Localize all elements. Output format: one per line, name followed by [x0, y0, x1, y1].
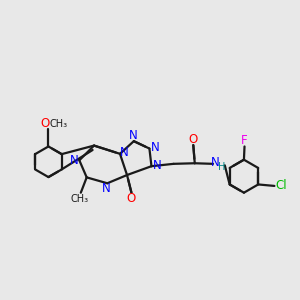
Text: N: N	[151, 141, 160, 154]
Text: Cl: Cl	[275, 179, 287, 192]
Text: N: N	[120, 146, 129, 159]
Text: O: O	[40, 117, 50, 130]
Text: H: H	[218, 162, 225, 172]
Text: N: N	[70, 154, 78, 167]
Text: O: O	[127, 192, 136, 205]
Text: N: N	[102, 182, 111, 195]
Text: N: N	[152, 159, 161, 172]
Text: F: F	[241, 134, 248, 147]
Text: CH₃: CH₃	[50, 119, 68, 129]
Text: CH₃: CH₃	[70, 194, 88, 204]
Text: N: N	[211, 156, 220, 169]
Text: N: N	[129, 129, 138, 142]
Text: O: O	[188, 133, 197, 146]
